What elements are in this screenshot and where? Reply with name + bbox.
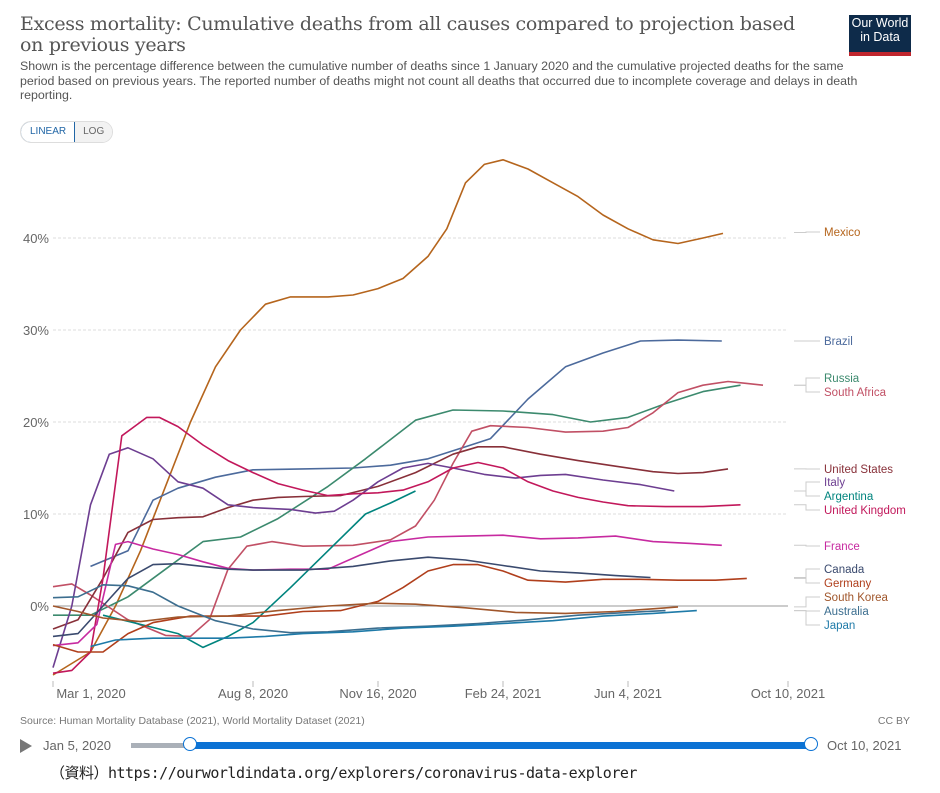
series-label-mexico: Mexico — [824, 227, 860, 239]
license-link[interactable]: CC BY — [877, 715, 910, 727]
series-line-united-states — [52, 445, 729, 630]
timeline-start-label: Jan 5, 2020 — [43, 738, 111, 753]
x-tick-label: Oct 10, 2021 — [751, 686, 825, 701]
timeline-track[interactable] — [131, 743, 191, 748]
series-line-japan — [90, 609, 697, 648]
chart-title: Excess mortality: Cumulative deaths from… — [20, 13, 795, 56]
linear-scale-button[interactable]: LINEAR — [21, 122, 76, 142]
label-connector-italy — [794, 481, 820, 492]
label-connector-argentina — [794, 490, 820, 497]
label-connector-canada — [794, 568, 820, 578]
label-connector-south-korea — [794, 596, 820, 608]
series-label-canada: Canada — [824, 564, 865, 576]
logo-line-2: in Data — [860, 30, 900, 44]
series-label-south-africa: South Africa — [824, 387, 887, 399]
series-label-brazil: Brazil — [824, 336, 853, 348]
series-line-brazil — [90, 339, 722, 568]
timeline-selected-range[interactable] — [190, 742, 810, 749]
line-chart: 0% 10% 20% 30% 40% Mar 1, 2020 Aug 8, 2020 Nov … — [23, 159, 906, 701]
series-line-argentina — [102, 490, 416, 649]
series-line-mexico — [52, 159, 724, 676]
label-connector-japan — [794, 610, 820, 626]
series-line-south-korea — [52, 602, 679, 623]
series-label-argentina: Argentina — [824, 491, 874, 503]
series-label-united-kingdom: United Kingdom — [824, 505, 906, 517]
reference-url: （資料）https://ourworldindata.org/explorers… — [50, 764, 637, 782]
series-line-south-africa — [52, 380, 764, 638]
label-connector-south-africa — [794, 384, 820, 393]
label-connector-germany — [794, 577, 820, 584]
series-line-australia — [52, 583, 666, 634]
series-label-france: France — [824, 541, 860, 553]
series-label-russia: Russia — [824, 373, 860, 385]
y-tick-label: 20% — [23, 415, 49, 430]
series-line-italy — [52, 446, 675, 668]
series-label-japan: Japan — [824, 620, 855, 632]
logo-line-1: Our World — [851, 16, 909, 30]
timeline-end-handle[interactable] — [804, 737, 818, 751]
y-tick-label: 40% — [23, 231, 49, 246]
play-icon[interactable] — [20, 739, 32, 753]
x-tick-label: Feb 24, 2021 — [465, 686, 542, 701]
log-scale-button[interactable]: LOG — [75, 122, 113, 142]
y-tick-label: 10% — [23, 507, 49, 522]
series-line-united-kingdom — [52, 416, 741, 674]
y-tick-label: 30% — [23, 323, 49, 338]
series-line-russia — [53, 384, 741, 617]
series-label-south-korea: South Korea — [824, 592, 889, 604]
label-connector-france — [794, 544, 820, 547]
chart-subtitle: Shown is the percentage difference betwe… — [20, 59, 858, 102]
series-line-france — [52, 534, 722, 647]
label-connector-united-kingdom — [794, 504, 820, 511]
label-connector-russia — [794, 377, 820, 386]
owid-logo[interactable]: Our World in Data — [849, 15, 911, 56]
series-label-italy: Italy — [824, 477, 845, 489]
series-line-canada — [52, 556, 651, 638]
series-line-germany — [52, 563, 747, 653]
x-tick-label: Aug 8, 2020 — [218, 686, 288, 701]
timeline-start-handle[interactable] — [183, 737, 197, 751]
timeline-end-label: Oct 10, 2021 — [827, 738, 902, 753]
x-tick-label: Nov 16, 2020 — [339, 686, 416, 701]
x-tick-label: Mar 1, 2020 — [56, 686, 125, 701]
source-note[interactable]: Source: Human Mortality Database (2021),… — [20, 715, 365, 727]
series-label-germany: Germany — [824, 578, 872, 590]
x-tick-label: Jun 4, 2021 — [594, 686, 662, 701]
series-label-australia: Australia — [824, 606, 869, 618]
series-label-united-states: United States — [824, 464, 893, 476]
y-tick-label: 0% — [30, 599, 49, 614]
scale-toggle: LINEAR LOG — [20, 121, 114, 143]
